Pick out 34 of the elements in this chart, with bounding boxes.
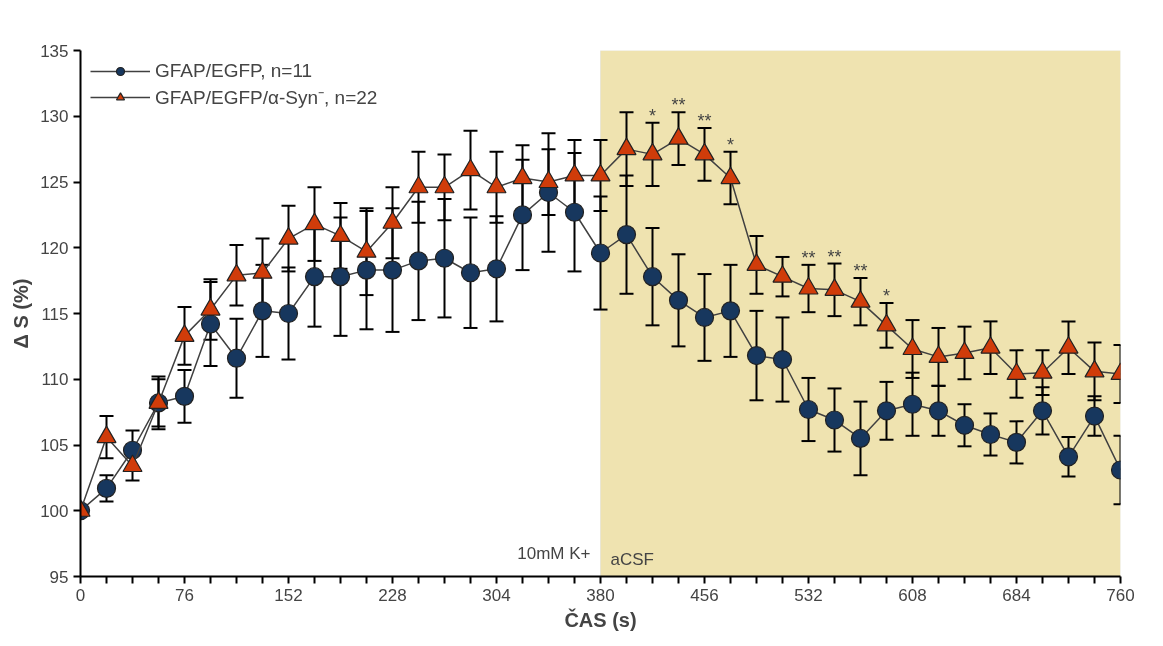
annotation: ** [697,111,712,132]
y-tick-label: 115 [41,304,69,324]
y-tick-label: 100 [40,501,69,521]
x-tick-label: 608 [898,585,927,605]
annotation: ** [801,247,816,268]
y-tick-label: 125 [40,173,69,192]
y-axis-title: Δ S (%) [10,278,33,349]
x-tick-label: 684 [1002,585,1031,605]
legend-label: GFAP/EGFP, n=11 [155,60,313,82]
x-tick-label: 76 [175,585,194,605]
x-axis-title: ČAS (s) [564,607,637,631]
x-tick-label: 532 [794,585,823,605]
x-tick-label: 456 [690,585,719,605]
y-tick-label: 135 [40,41,69,61]
x-tick-label: 304 [482,585,511,605]
x-tick-label: 760 [1106,585,1135,605]
annotation: ** [671,95,686,116]
y-tick-label: 110 [41,370,69,390]
x-tick-label: 380 [586,585,615,605]
y-tick-label: 120 [40,238,69,258]
band-label: aCSF [610,549,654,569]
y-tick-label: 95 [49,567,69,587]
y-tick-label: 130 [40,107,69,127]
y-tick-label: 105 [40,436,69,455]
annotation: ** [827,246,842,267]
legend-label: GFAP/EGFP/α-Syn⁻, n=22 [155,86,378,110]
annotation: * [727,134,735,155]
annotation: ** [853,260,868,281]
x-tick-label: 152 [274,585,303,605]
x-tick-label: 228 [378,585,407,605]
x-tick-label: 0 [75,585,86,605]
annotation: 10mM K+ [517,544,591,564]
annotation: * [883,285,891,306]
annotation: * [649,105,657,126]
